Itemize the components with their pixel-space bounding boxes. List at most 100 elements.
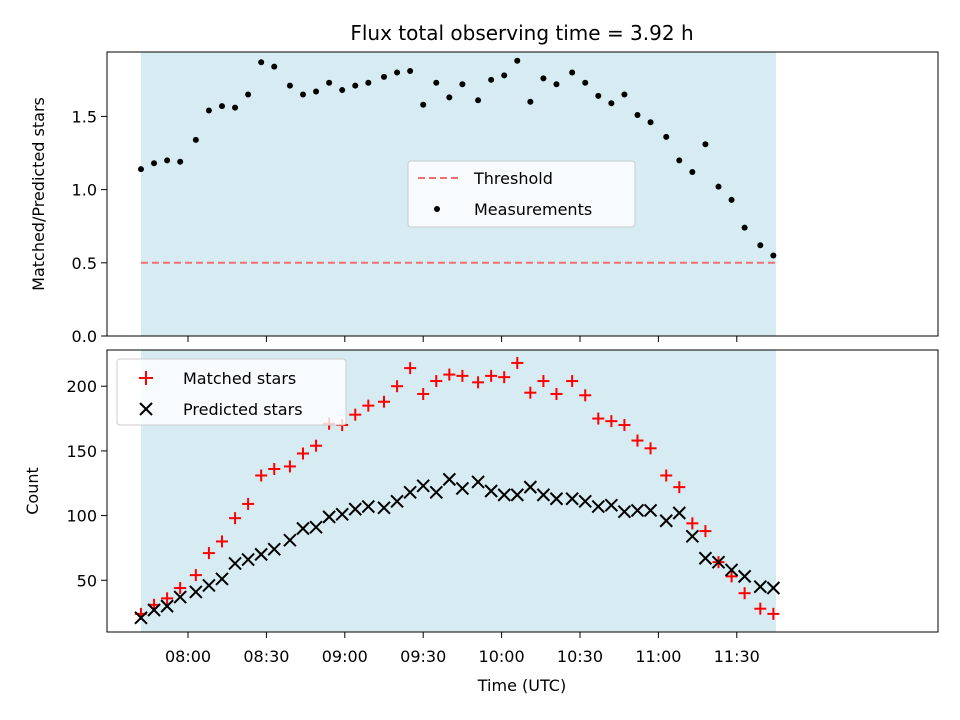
matched-stars-point xyxy=(485,369,498,382)
x-tick-label: 08:00 xyxy=(165,647,211,666)
measurements-point xyxy=(446,94,453,101)
predicted-stars-point xyxy=(173,590,187,604)
measurements-legend-label: Measurements xyxy=(474,200,592,219)
x-tick-label: 09:00 xyxy=(322,647,368,666)
count-panel-frame xyxy=(106,349,939,633)
measurements-point xyxy=(164,157,171,164)
predicted-stars-point xyxy=(160,599,174,613)
predicted-stars-point xyxy=(241,552,255,567)
matched-stars-point xyxy=(673,481,686,494)
matched-stars-point xyxy=(456,369,469,382)
predicted-stars-point xyxy=(442,472,457,487)
measurements-point xyxy=(151,160,158,167)
predicted-stars-point xyxy=(536,488,551,502)
predicted-stars-point xyxy=(429,485,443,500)
ratio-y-axis-label: Matched/Predicted stars xyxy=(29,97,48,291)
measurements-point xyxy=(621,91,628,98)
matched-stars-point xyxy=(202,547,215,560)
matched-stars-point xyxy=(391,380,404,393)
matched-stars-point xyxy=(229,512,242,525)
measurements-point xyxy=(192,136,199,143)
measurements-point xyxy=(326,79,333,86)
y-tick-label: 200 xyxy=(66,377,97,396)
predicted-stars-point xyxy=(471,475,485,489)
measurements-point xyxy=(634,111,641,118)
predicted-stars-point xyxy=(322,510,336,524)
matched-stars-point xyxy=(550,387,563,400)
predicted-stars-point xyxy=(390,494,404,509)
y-tick-label: 0.0 xyxy=(72,327,97,346)
predicted-stars-point xyxy=(348,502,362,516)
predicted-stars-point xyxy=(672,506,686,520)
x-tick-label: 11:00 xyxy=(635,647,681,666)
ratio-panel-frame xyxy=(106,51,939,337)
predicted-stars-point xyxy=(766,581,781,595)
y-tick-label: 1.0 xyxy=(72,181,97,200)
measurements-point xyxy=(177,158,184,165)
measurements-point xyxy=(595,92,602,99)
measurements-point xyxy=(420,101,427,108)
measurements-point xyxy=(137,166,144,173)
measurements-point xyxy=(286,82,293,89)
predicted-stars-point xyxy=(604,498,619,512)
measurements-point xyxy=(339,87,346,94)
matched-stars-point xyxy=(738,587,751,600)
predicted-stars-point xyxy=(403,485,417,500)
matched-stars-point xyxy=(268,463,281,476)
predicted-stars-point xyxy=(377,501,391,515)
y-tick-label: 1.5 xyxy=(72,107,97,126)
matched-stars-point xyxy=(605,415,618,428)
measurements-point xyxy=(608,100,615,107)
matched-stars-point xyxy=(215,535,228,548)
predicted-stars-point xyxy=(510,488,524,502)
matched-stars-point xyxy=(754,602,767,615)
x-tick-label: 10:00 xyxy=(479,647,525,666)
measurements-point xyxy=(647,119,654,126)
measurements-point xyxy=(299,91,306,98)
predicted-stars-point xyxy=(523,480,538,494)
matched-stars-point xyxy=(404,362,417,375)
y-tick-label: 100 xyxy=(66,507,97,526)
measurements-point xyxy=(569,69,576,76)
measurements-point xyxy=(728,196,735,203)
matched-stars-point xyxy=(430,375,443,388)
matched-stars-point xyxy=(283,460,296,473)
threshold-legend-label: Threshold xyxy=(473,169,553,188)
predicted-stars-point xyxy=(228,556,242,571)
predicted-stars-point xyxy=(630,503,645,518)
measurements-point xyxy=(258,59,265,66)
measurements-point xyxy=(394,69,401,76)
predicted-stars-point xyxy=(215,572,229,586)
measurements-point xyxy=(527,98,534,105)
matched-stars-point xyxy=(725,570,738,583)
measurements-point xyxy=(702,141,709,148)
ratio-y-axis: 0.0 0.5 1.0 1.5 xyxy=(72,107,107,346)
count-y-axis: 50 100 150 200 xyxy=(66,377,107,590)
matched-stars-point xyxy=(417,387,430,400)
predicted-stars-point xyxy=(202,578,216,593)
y-tick-label: 150 xyxy=(66,442,97,461)
predicted-stars-point xyxy=(455,481,470,496)
ratio-marks xyxy=(137,57,777,259)
ratio-panel: 0.0 0.5 1.0 1.5 Matched/Predicted stars Thr… xyxy=(29,51,939,346)
predicted-legend-swatch xyxy=(139,402,153,416)
matched-stars-point xyxy=(686,517,699,530)
measurements-point xyxy=(741,224,748,231)
matched-stars-point xyxy=(378,395,390,408)
matched-stars-point xyxy=(767,607,780,620)
matched-stars-point xyxy=(699,525,712,538)
predicted-stars-point xyxy=(724,563,739,577)
ratio-legend: Threshold Measurements xyxy=(407,160,636,228)
matched-stars-point xyxy=(660,469,673,482)
matched-stars-point xyxy=(592,412,605,425)
measurements-point xyxy=(232,104,239,111)
y-tick-label: 0.5 xyxy=(72,254,97,273)
measurements-point xyxy=(715,183,722,190)
measurements-point xyxy=(218,103,225,110)
measurements-point xyxy=(475,97,482,104)
matched-stars-point xyxy=(174,582,187,595)
measurements-point xyxy=(514,57,521,64)
y-tick-label: 50 xyxy=(77,571,97,590)
count-panel: 50 100 150 200 08:00 08:30 09:00 09:30 10:00 10:… xyxy=(23,349,939,695)
measurements-point xyxy=(663,133,670,140)
